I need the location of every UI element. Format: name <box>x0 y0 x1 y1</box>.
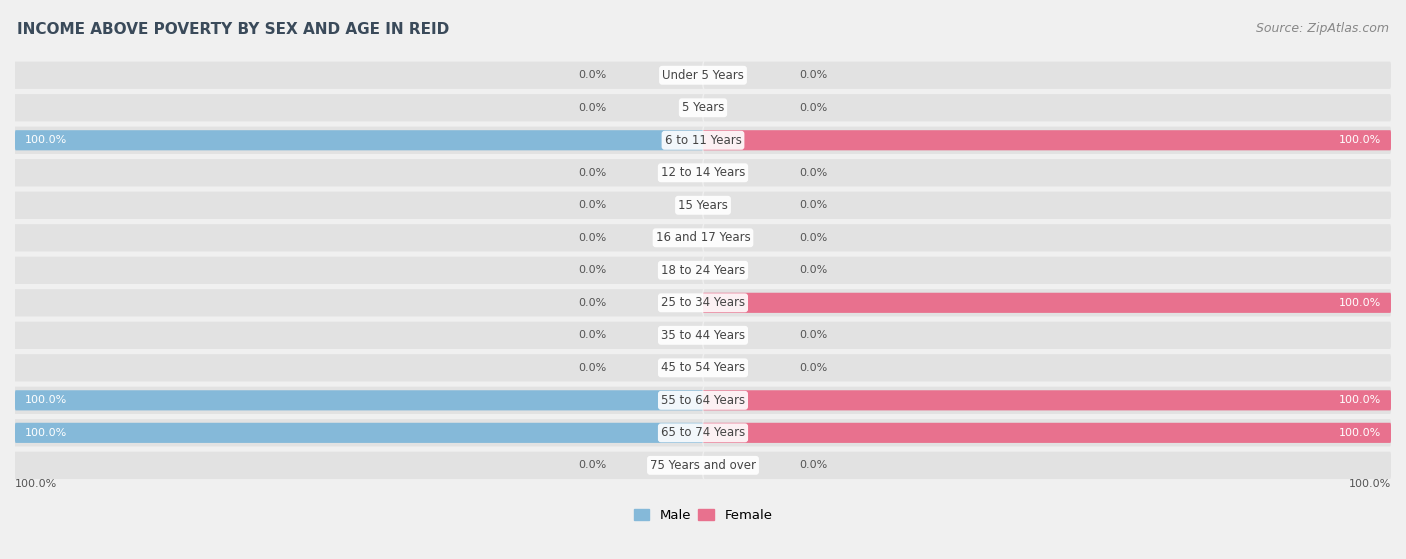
Text: 0.0%: 0.0% <box>578 363 606 373</box>
FancyBboxPatch shape <box>14 419 703 447</box>
Text: 100.0%: 100.0% <box>15 479 58 489</box>
Text: 0.0%: 0.0% <box>578 461 606 470</box>
Text: 6 to 11 Years: 6 to 11 Years <box>665 134 741 147</box>
Text: 0.0%: 0.0% <box>578 298 606 308</box>
Text: 0.0%: 0.0% <box>800 330 828 340</box>
Text: 100.0%: 100.0% <box>25 135 67 145</box>
FancyBboxPatch shape <box>14 452 703 479</box>
Text: 55 to 64 Years: 55 to 64 Years <box>661 394 745 407</box>
FancyBboxPatch shape <box>703 130 1391 150</box>
Text: 0.0%: 0.0% <box>800 266 828 275</box>
Text: 25 to 34 Years: 25 to 34 Years <box>661 296 745 309</box>
FancyBboxPatch shape <box>703 257 1391 284</box>
FancyBboxPatch shape <box>14 387 703 414</box>
Legend: Male, Female: Male, Female <box>628 504 778 528</box>
FancyBboxPatch shape <box>703 452 1391 479</box>
Text: Source: ZipAtlas.com: Source: ZipAtlas.com <box>1256 22 1389 35</box>
Text: 0.0%: 0.0% <box>578 330 606 340</box>
FancyBboxPatch shape <box>703 390 1391 410</box>
Text: 100.0%: 100.0% <box>1339 395 1381 405</box>
FancyBboxPatch shape <box>703 224 1391 252</box>
FancyBboxPatch shape <box>14 289 703 316</box>
Text: 16 and 17 Years: 16 and 17 Years <box>655 231 751 244</box>
Text: INCOME ABOVE POVERTY BY SEX AND AGE IN REID: INCOME ABOVE POVERTY BY SEX AND AGE IN R… <box>17 22 449 37</box>
Text: 35 to 44 Years: 35 to 44 Years <box>661 329 745 342</box>
Text: 0.0%: 0.0% <box>800 70 828 80</box>
FancyBboxPatch shape <box>703 293 1391 313</box>
FancyBboxPatch shape <box>703 354 1391 381</box>
FancyBboxPatch shape <box>14 257 703 284</box>
FancyBboxPatch shape <box>14 321 703 349</box>
Text: 100.0%: 100.0% <box>1339 298 1381 308</box>
Text: 0.0%: 0.0% <box>800 363 828 373</box>
Text: 0.0%: 0.0% <box>578 70 606 80</box>
FancyBboxPatch shape <box>14 127 703 154</box>
FancyBboxPatch shape <box>703 127 1391 154</box>
Text: 12 to 14 Years: 12 to 14 Years <box>661 166 745 179</box>
Text: 15 Years: 15 Years <box>678 199 728 212</box>
FancyBboxPatch shape <box>703 61 1391 89</box>
FancyBboxPatch shape <box>15 130 703 150</box>
FancyBboxPatch shape <box>703 387 1391 414</box>
Text: 0.0%: 0.0% <box>578 266 606 275</box>
Text: 100.0%: 100.0% <box>25 428 67 438</box>
Text: 100.0%: 100.0% <box>1339 428 1381 438</box>
FancyBboxPatch shape <box>14 224 703 252</box>
FancyBboxPatch shape <box>14 159 703 187</box>
FancyBboxPatch shape <box>14 94 703 121</box>
Text: 45 to 54 Years: 45 to 54 Years <box>661 361 745 375</box>
Text: 100.0%: 100.0% <box>1348 479 1391 489</box>
Text: 0.0%: 0.0% <box>578 168 606 178</box>
FancyBboxPatch shape <box>703 192 1391 219</box>
FancyBboxPatch shape <box>703 289 1391 316</box>
FancyBboxPatch shape <box>15 390 703 410</box>
Text: 0.0%: 0.0% <box>800 200 828 210</box>
FancyBboxPatch shape <box>703 423 1391 443</box>
Text: 100.0%: 100.0% <box>25 395 67 405</box>
Text: 65 to 74 Years: 65 to 74 Years <box>661 427 745 439</box>
Text: 75 Years and over: 75 Years and over <box>650 459 756 472</box>
Text: 0.0%: 0.0% <box>800 233 828 243</box>
FancyBboxPatch shape <box>14 192 703 219</box>
FancyBboxPatch shape <box>14 354 703 381</box>
FancyBboxPatch shape <box>703 321 1391 349</box>
Text: 0.0%: 0.0% <box>578 103 606 113</box>
FancyBboxPatch shape <box>703 419 1391 447</box>
Text: 0.0%: 0.0% <box>800 103 828 113</box>
Text: Under 5 Years: Under 5 Years <box>662 69 744 82</box>
Text: 5 Years: 5 Years <box>682 101 724 114</box>
Text: 18 to 24 Years: 18 to 24 Years <box>661 264 745 277</box>
FancyBboxPatch shape <box>703 159 1391 187</box>
Text: 0.0%: 0.0% <box>800 168 828 178</box>
FancyBboxPatch shape <box>15 423 703 443</box>
Text: 100.0%: 100.0% <box>1339 135 1381 145</box>
FancyBboxPatch shape <box>703 94 1391 121</box>
Text: 0.0%: 0.0% <box>800 461 828 470</box>
Text: 0.0%: 0.0% <box>578 233 606 243</box>
Text: 0.0%: 0.0% <box>578 200 606 210</box>
FancyBboxPatch shape <box>14 61 703 89</box>
